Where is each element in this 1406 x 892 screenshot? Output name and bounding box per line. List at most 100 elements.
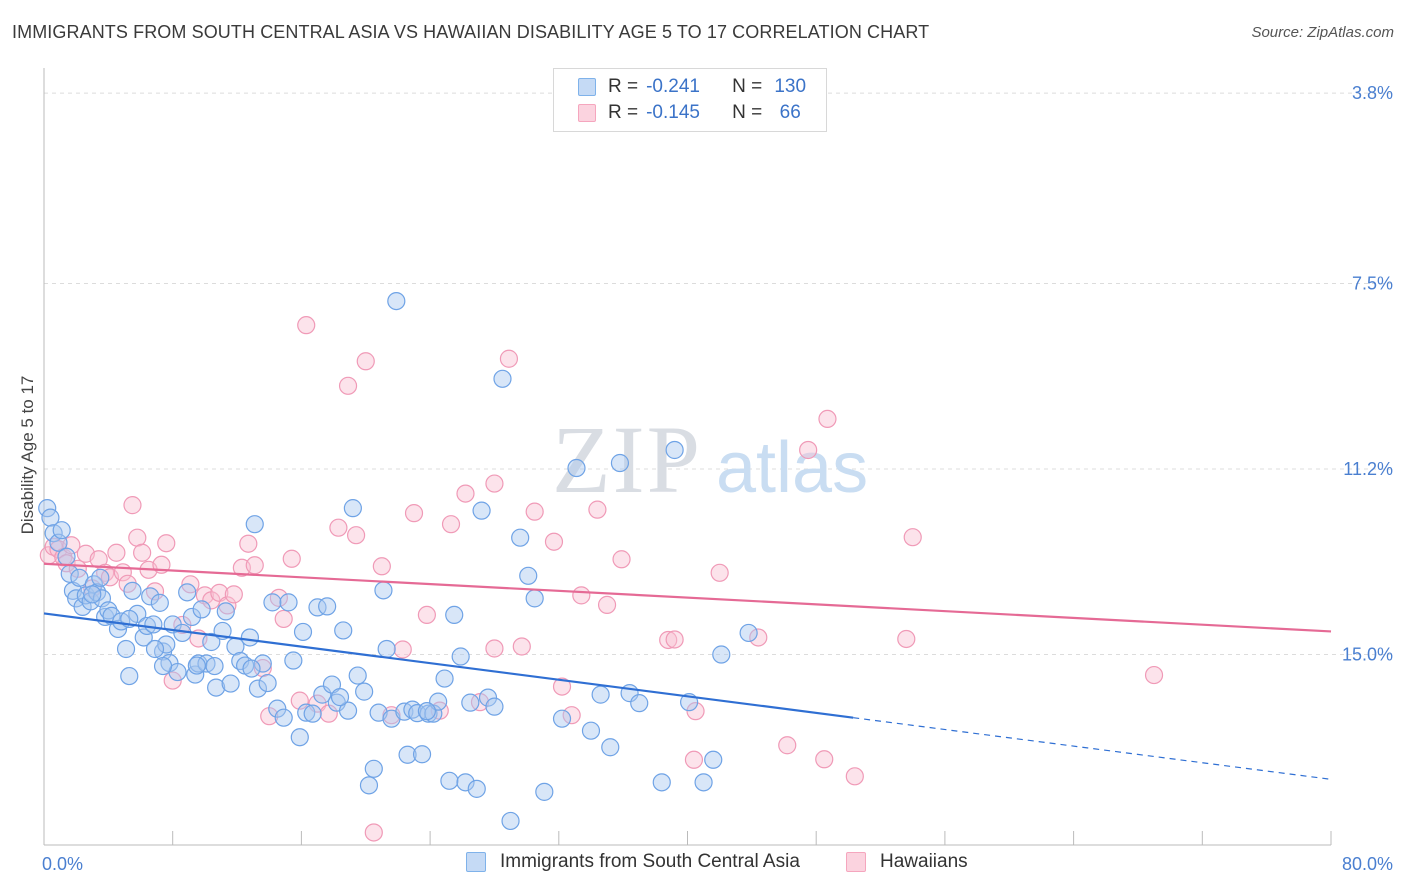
immigrants-point xyxy=(144,615,163,634)
hawaiians-point xyxy=(665,630,684,649)
correlation-legend: R = -0.241 N = 130 R = -0.145 N = 66 xyxy=(553,68,827,132)
immigrants-point xyxy=(591,685,610,704)
immigrants-point xyxy=(374,581,393,600)
hawaiians-point xyxy=(356,352,375,371)
y-axis-title: Disability Age 5 to 17 xyxy=(18,376,37,535)
hawaiians-point xyxy=(749,628,768,647)
hawaiians-point xyxy=(897,629,916,649)
immigrants-point xyxy=(694,773,713,792)
hawaiians-point xyxy=(224,585,243,604)
immigrants-point xyxy=(205,656,224,676)
hawaiians-point xyxy=(128,528,147,547)
immigrants-point xyxy=(216,602,235,621)
immigrants-point xyxy=(451,647,470,666)
hawaiians-point xyxy=(659,630,678,650)
axes xyxy=(43,68,1332,846)
series-label-blue: Immigrants from South Central Asia xyxy=(500,851,800,872)
immigrants-point xyxy=(297,703,316,722)
hawaiians-point xyxy=(274,609,293,629)
series-label-pink: Hawaiians xyxy=(880,851,968,872)
hawaiians-point xyxy=(612,550,631,569)
immigrants-point xyxy=(704,750,723,769)
immigrants-points xyxy=(38,292,758,831)
immigrants-point xyxy=(99,601,118,620)
immigrants-point xyxy=(134,628,153,647)
hawaiians-point xyxy=(597,595,617,614)
immigrants-point xyxy=(387,292,406,311)
hawaiians-point xyxy=(1144,665,1164,685)
series-swatch-pink xyxy=(846,852,866,872)
hawaiians-points xyxy=(39,316,1164,842)
immigrants-point xyxy=(348,666,367,685)
hawaiians-point xyxy=(903,528,922,547)
hawaiians-point xyxy=(393,640,412,659)
hawaiians-point xyxy=(57,554,76,573)
chart-title: IMMIGRANTS FROM SOUTH CENTRAL ASIA VS HA… xyxy=(12,22,930,42)
immigrants-point xyxy=(456,773,475,792)
hawaiians-point xyxy=(684,750,704,769)
immigrants-point xyxy=(120,666,139,686)
immigrants-point xyxy=(478,688,498,707)
hawaiians-point xyxy=(815,750,834,769)
hawaiians-point xyxy=(552,677,572,696)
immigrants-point xyxy=(240,628,260,647)
immigrants-point xyxy=(461,693,480,712)
immigrants-trend-line xyxy=(43,612,854,719)
hawaiians-point xyxy=(218,596,237,615)
immigrants-point xyxy=(258,673,277,693)
legend-r-value: -0.241 xyxy=(646,76,700,97)
hawaiians-point xyxy=(845,767,864,786)
immigrants-point xyxy=(83,585,102,604)
immigrants-point xyxy=(187,656,206,675)
hawaiians-point xyxy=(329,518,348,537)
hawaiians-point xyxy=(456,484,475,503)
immigrants-point xyxy=(263,593,282,612)
chart-source: Source: ZipAtlas.com xyxy=(1251,24,1394,41)
legend-row-blue: R = -0.241 N = 130 xyxy=(578,75,810,99)
x-tick-label-min: 0.0% xyxy=(42,854,83,874)
hawaiians-point xyxy=(297,316,316,335)
immigrants-point xyxy=(485,697,504,716)
y-tick-label: 15.0% xyxy=(1342,645,1393,665)
immigrants-point xyxy=(338,701,358,720)
hawaiians-point xyxy=(245,556,264,575)
immigrants-trend-extension xyxy=(853,717,1332,780)
immigrants-point xyxy=(279,593,298,612)
immigrants-point xyxy=(221,674,240,693)
hawaiians-point xyxy=(588,500,607,519)
immigrants-point xyxy=(308,598,327,617)
immigrants-point xyxy=(355,682,374,701)
immigrants-point xyxy=(38,499,57,518)
legend-n-label: N = xyxy=(732,102,763,123)
immigrants-point xyxy=(630,694,649,713)
immigrants-point xyxy=(245,515,264,534)
immigrants-point xyxy=(412,745,432,764)
hawaiians-point xyxy=(123,496,142,515)
immigrants-point xyxy=(467,779,486,798)
immigrants-point xyxy=(445,605,464,625)
legend-r-label: R = xyxy=(608,102,639,123)
hawaiians-point xyxy=(525,502,544,521)
hawaiians-trend-line xyxy=(43,562,1332,633)
immigrants-point xyxy=(435,669,454,688)
x-tick-label-max: 80.0% xyxy=(1342,854,1393,874)
hawaiians-point xyxy=(239,534,258,553)
immigrants-point xyxy=(535,782,554,801)
legend-r-value: -0.145 xyxy=(646,102,700,123)
hawaiians-point xyxy=(282,549,301,568)
hawaiians-point xyxy=(799,440,818,460)
immigrants-point xyxy=(52,521,71,540)
immigrants-point xyxy=(141,587,160,606)
grid-lines xyxy=(44,92,1392,656)
tick-labels: 15.0% 11.2% 7.5% 3.8% 0.0% 80.0% xyxy=(42,83,1393,874)
immigrants-point xyxy=(81,592,100,611)
y-tick-label: 11.2% xyxy=(1343,459,1393,479)
immigrants-point xyxy=(652,773,671,792)
immigrants-point xyxy=(41,508,60,527)
hawaiians-point xyxy=(544,532,564,551)
hawaiians-point xyxy=(710,563,729,582)
immigrants-point xyxy=(712,645,731,664)
immigrants-point xyxy=(398,745,417,764)
hawaiians-point xyxy=(133,543,152,562)
